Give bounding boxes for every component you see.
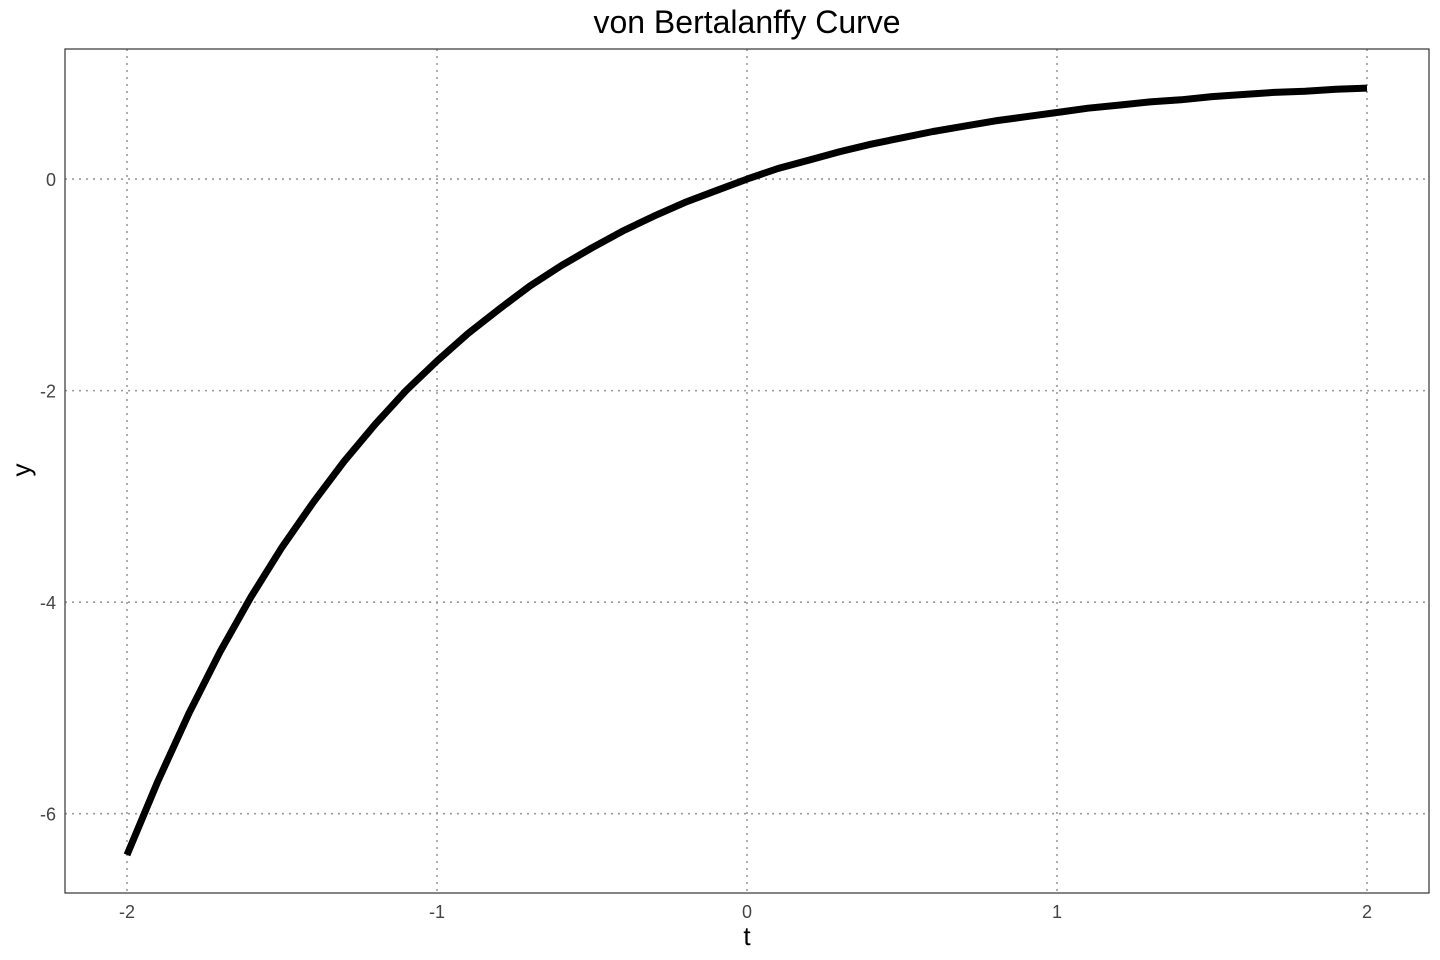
x-tick-label: 1 xyxy=(1052,902,1062,922)
plot-panel-border xyxy=(64,48,1430,894)
y-tick-label: 0 xyxy=(46,170,56,190)
y-axis-ticks: -6 -4 -2 0 xyxy=(40,170,56,825)
y-tick-label: -6 xyxy=(40,805,56,825)
plot-series xyxy=(123,84,1368,857)
x-tick-label: -1 xyxy=(429,902,445,922)
x-tick-label: 0 xyxy=(742,902,752,922)
x-axis-ticks: -2 -1 0 1 2 xyxy=(119,902,1372,922)
x-tick-label: 2 xyxy=(1362,902,1372,922)
y-tick-label: -2 xyxy=(40,382,56,402)
x-axis-title: t xyxy=(743,921,751,951)
y-axis-title: y xyxy=(6,464,36,477)
y-tick-label: -4 xyxy=(40,593,56,613)
chart-title: von Bertalanffy Curve xyxy=(593,4,900,40)
series-line-0 xyxy=(123,84,1368,857)
grid xyxy=(65,49,1429,893)
x-tick-label: -2 xyxy=(119,902,135,922)
